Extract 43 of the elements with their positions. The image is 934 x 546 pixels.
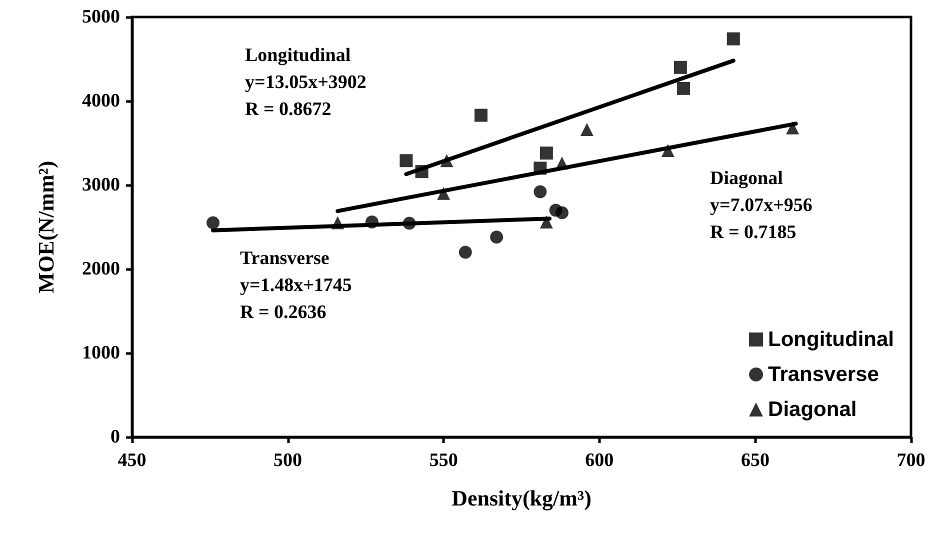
point <box>556 156 569 170</box>
y-tick-label: 0 <box>110 426 120 448</box>
point <box>474 108 488 122</box>
point <box>786 121 800 134</box>
point <box>674 60 687 74</box>
point <box>402 216 416 230</box>
point <box>534 185 547 198</box>
point <box>540 146 553 160</box>
point <box>726 32 740 46</box>
x-tick-label: 500 <box>274 450 302 471</box>
x-tick-label: 700 <box>896 450 926 471</box>
point <box>415 165 428 178</box>
annotation: Diagonal y=7.07x+956 R = 0.7185 <box>710 168 812 243</box>
legend-label: Transverse <box>768 363 879 386</box>
point <box>580 123 594 136</box>
point <box>534 162 547 175</box>
y-tick-label: 3000 <box>82 174 120 196</box>
point <box>440 154 454 168</box>
annotation: Transverse y=1.48x+1745 R = 0.2636 <box>240 248 352 323</box>
y-tick-label: 5000 <box>82 6 120 28</box>
x-axis-title: Density(kg/m³) <box>452 486 592 510</box>
y-tick-label: 2000 <box>82 258 120 280</box>
y-axis-title: MOE(N/mm²) <box>34 160 58 294</box>
point <box>556 206 569 220</box>
point <box>437 186 450 200</box>
annotation: Longitudinal y=13.05x+3902 R = 0.8672 <box>245 45 366 120</box>
point <box>540 215 553 228</box>
legend-label: Diagonal <box>768 398 857 421</box>
point <box>490 230 504 244</box>
y-tick-label: 1000 <box>82 342 120 364</box>
x-tick-label: 650 <box>740 450 770 471</box>
x-tick-label: 450 <box>118 450 146 471</box>
x-tick-label: 550 <box>429 450 458 471</box>
point <box>661 144 674 158</box>
y-tick-label: 4000 <box>82 90 120 112</box>
point <box>458 246 472 259</box>
x-tick-label: 600 <box>585 450 614 471</box>
point <box>206 216 220 230</box>
point <box>331 216 344 230</box>
legend-label: Longitudinal <box>768 328 894 351</box>
point <box>400 154 413 168</box>
point <box>365 215 378 228</box>
point <box>677 82 690 95</box>
